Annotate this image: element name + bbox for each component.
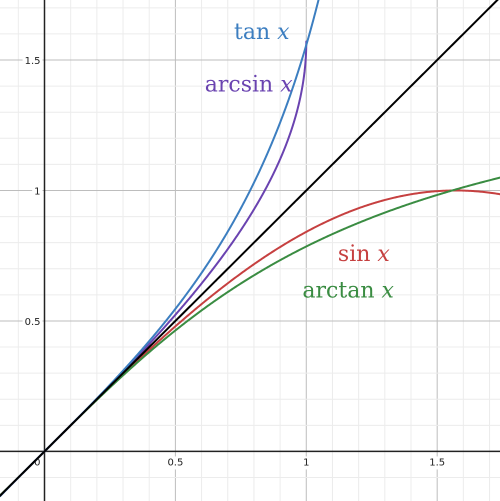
x-tick-label: 1 — [303, 457, 309, 468]
label-sin: sin x — [338, 242, 391, 267]
y-tick-label-bg — [22, 315, 43, 329]
y-tick-label-bg — [32, 185, 43, 199]
y-tick-label: 1 — [34, 186, 40, 197]
label-arctan: arctan x — [302, 278, 394, 303]
x-tick-label-bg — [427, 456, 448, 470]
x-tick-label-bg — [301, 456, 312, 470]
origin-label-bg — [32, 456, 43, 470]
label-arcsin: arcsin x — [205, 72, 293, 97]
series-line-arctan-x — [0, 176, 500, 497]
label-fn: arcsin — [205, 72, 280, 97]
y-tick-label: 0.5 — [25, 317, 41, 328]
x-tick-label-bg — [165, 456, 186, 470]
y-tick-label-bg — [22, 55, 43, 69]
series-line-sin-x — [0, 189, 500, 497]
label-var: x — [280, 72, 293, 97]
x-tick-label: 1.5 — [429, 457, 445, 468]
label-fn: arctan — [302, 278, 381, 303]
label-fn: sin — [338, 242, 378, 267]
label-fn: tan — [234, 20, 277, 45]
tick-labels: 0.5 1 1.5 0.5 1 1.5 0 — [22, 55, 448, 470]
label-tan: tan x — [234, 20, 290, 45]
y-tick-label: 1.5 — [25, 56, 41, 67]
x-tick-label: 0.5 — [167, 457, 183, 468]
origin-label: 0 — [34, 457, 40, 468]
label-var: x — [377, 242, 390, 267]
label-var: x — [277, 20, 290, 45]
label-var: x — [381, 278, 394, 303]
